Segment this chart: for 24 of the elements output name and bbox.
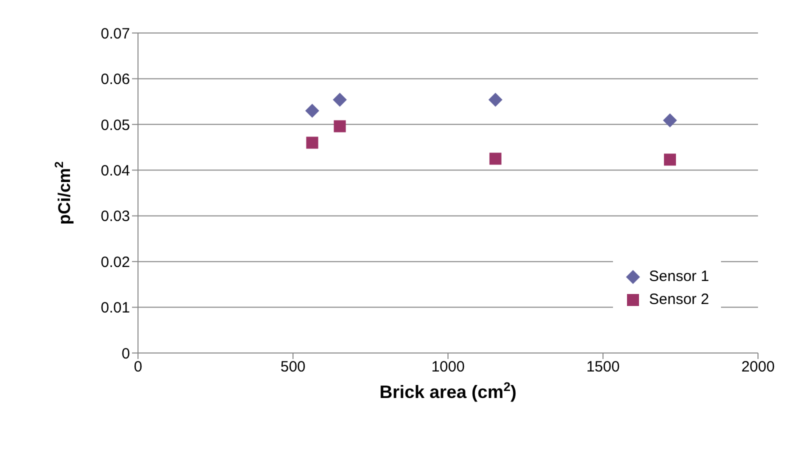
point [306,136,318,149]
point [332,92,347,107]
legend-label: Sensor 1 [649,268,710,285]
y-tick-label: 0.04 [100,162,130,180]
x-axis-title: Brick area (cm$^{2}$) [379,380,517,402]
legend-label: Sensor 2 [649,291,710,308]
y-tick-label: 0.03 [100,208,130,226]
x-tick-label: 0 [134,358,142,376]
point [489,152,502,165]
x-tick-label: 1500 [586,358,620,376]
point [305,104,320,118]
y-tick-label: 0 [122,345,130,362]
y-tick-label: 0.02 [100,254,130,271]
y-tick-label: 0.07 [100,25,130,42]
point [662,113,677,128]
x-tick-label: 1000 [431,358,465,376]
y-tick-label: 0.05 [100,116,130,134]
point [664,154,676,166]
point [488,92,502,107]
y-tick-label: 0.06 [100,71,130,88]
x-tick-label: 500 [280,358,306,376]
point [334,120,346,132]
y-tick-label: 0.01 [100,300,130,317]
x-tick-label: 2000 [741,358,775,376]
